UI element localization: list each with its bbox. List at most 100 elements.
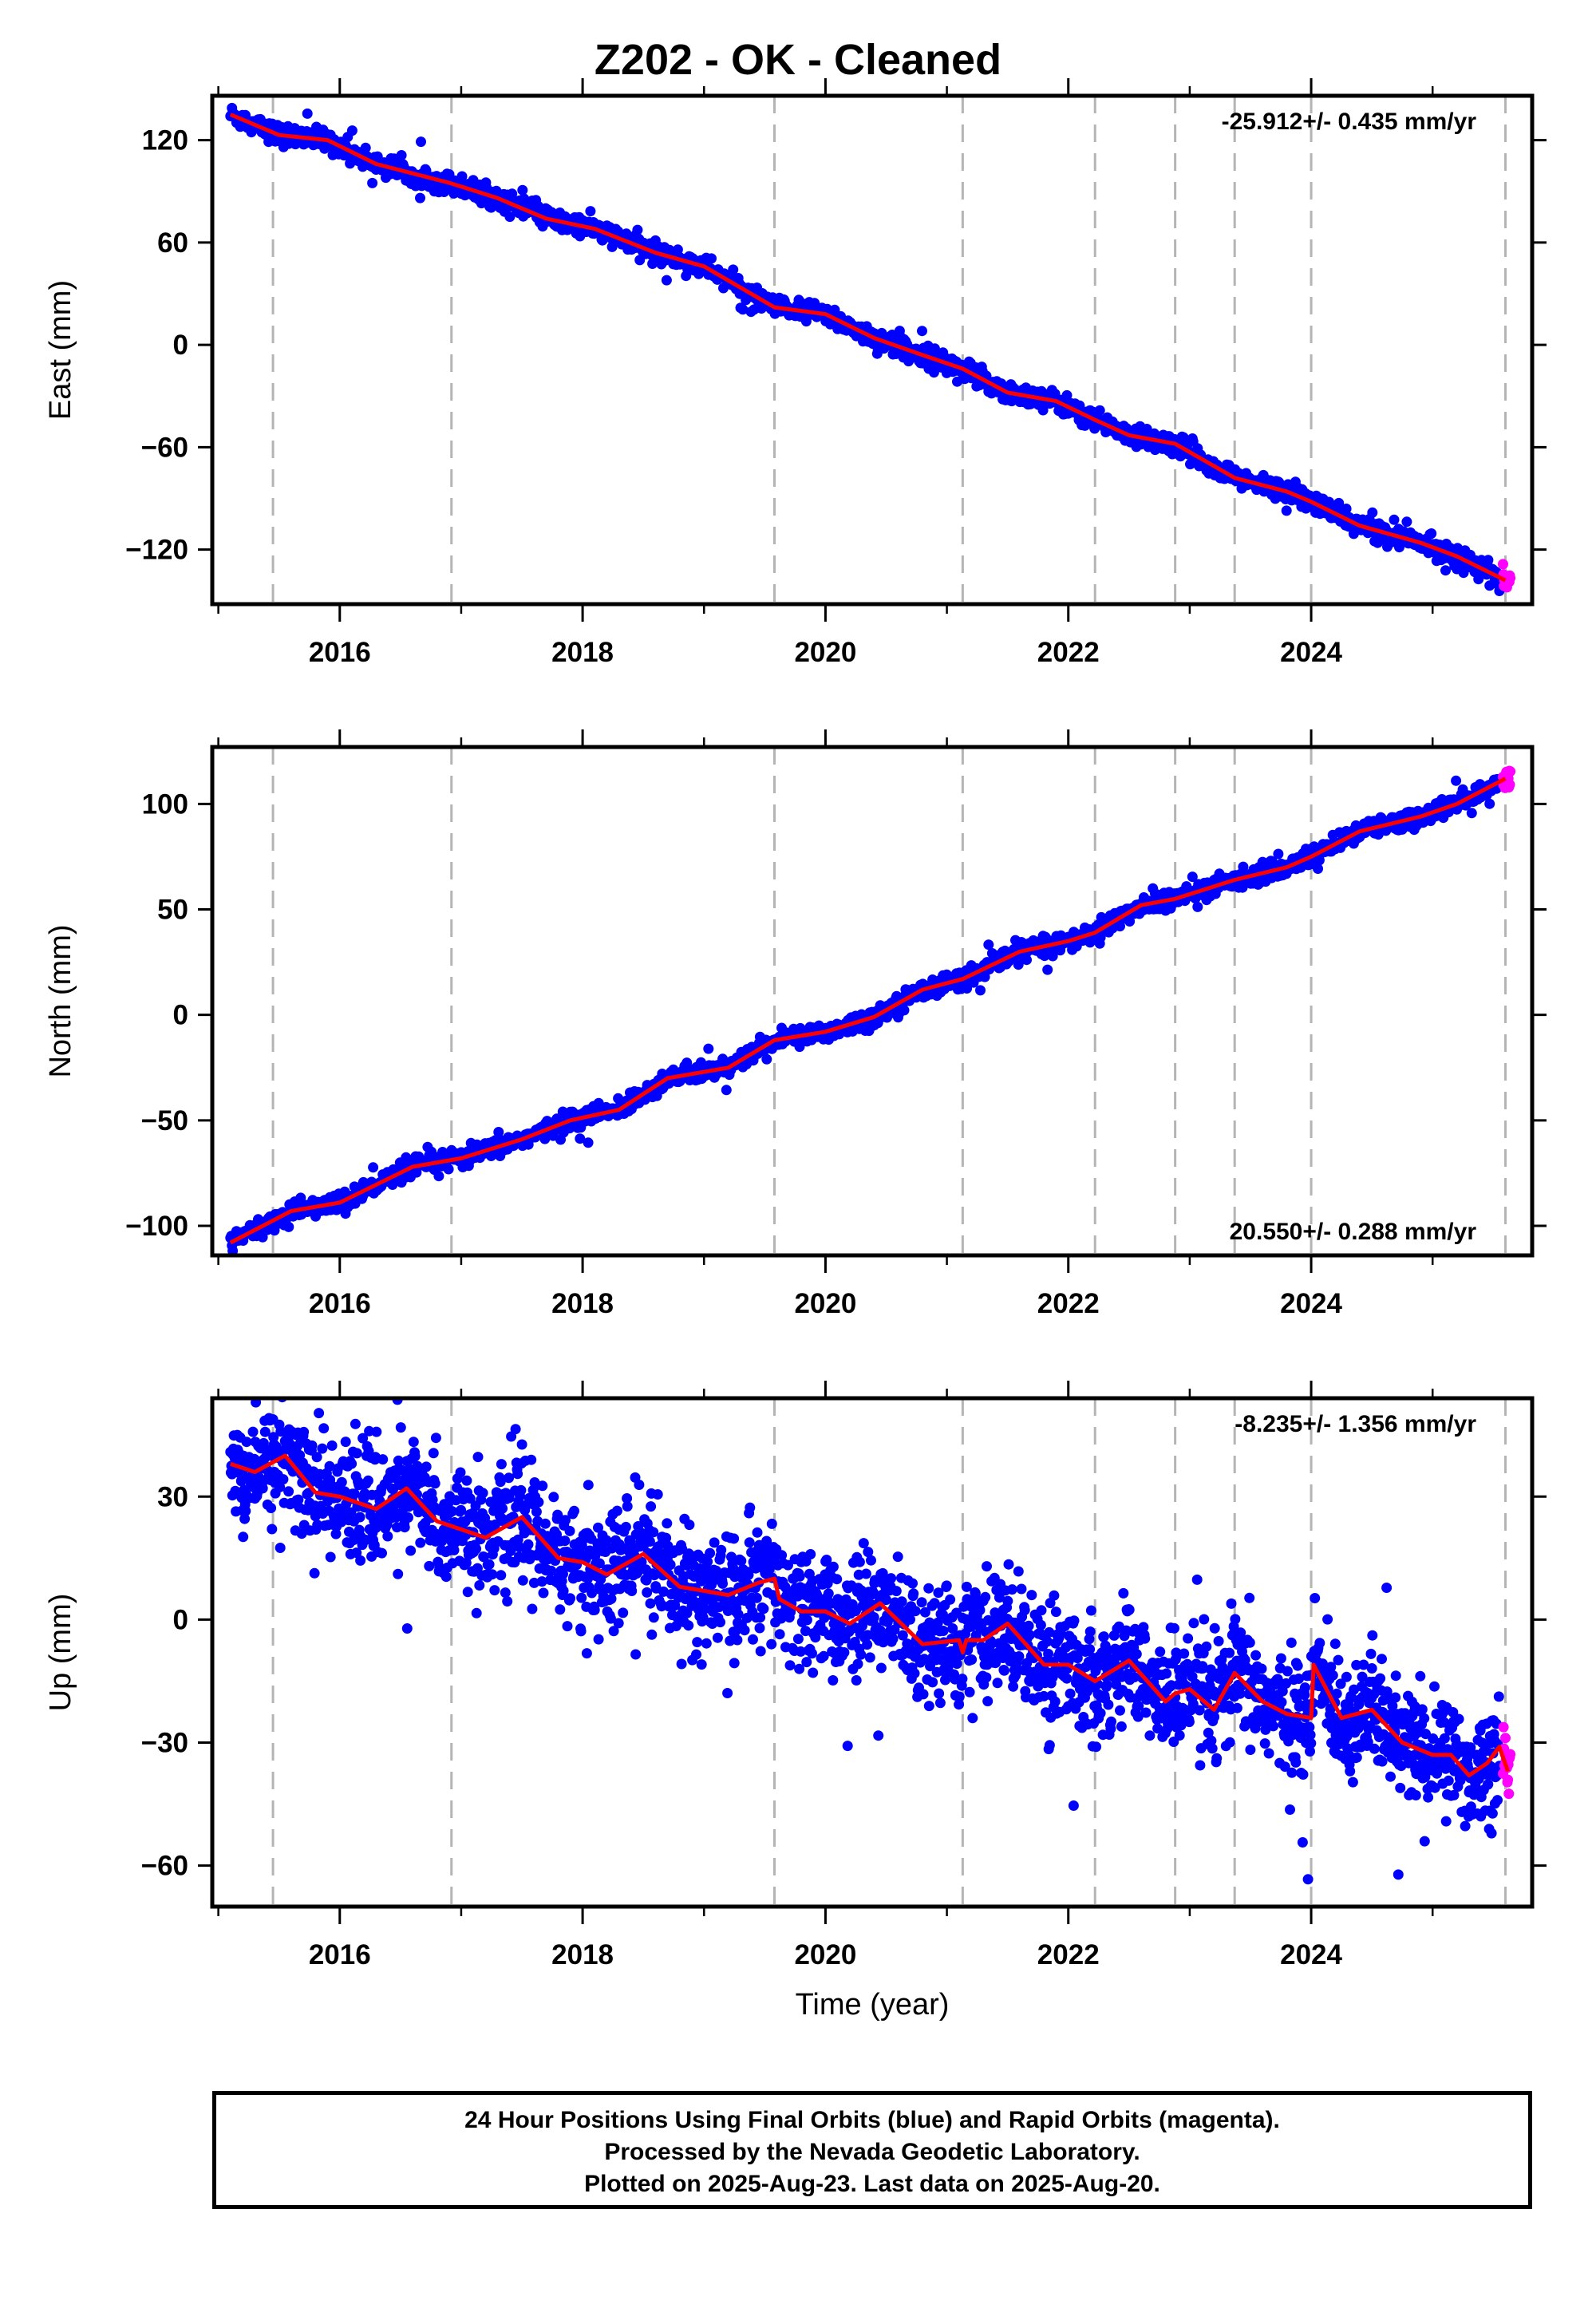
- up-point: [892, 1551, 903, 1563]
- up-point: [908, 1588, 919, 1599]
- up-point: [645, 1598, 656, 1609]
- up-point: [537, 1480, 548, 1492]
- east-point: [346, 125, 358, 136]
- up-point: [842, 1741, 853, 1752]
- up-point: [658, 1586, 669, 1597]
- east-point: [302, 108, 313, 119]
- up-point: [583, 1480, 594, 1491]
- up-point: [296, 1528, 307, 1539]
- up-point: [736, 1555, 747, 1567]
- east-y-tick-label: 0: [173, 330, 188, 361]
- east-point: [1505, 572, 1516, 583]
- up-point: [729, 1658, 740, 1669]
- up-point: [533, 1496, 544, 1508]
- east-point: [421, 165, 432, 176]
- up-point: [907, 1578, 918, 1589]
- up-point: [325, 1551, 336, 1563]
- up-point: [801, 1657, 812, 1668]
- up-point: [523, 1539, 534, 1550]
- up-point: [504, 1492, 515, 1504]
- up-point: [405, 1545, 417, 1556]
- up-point: [562, 1621, 573, 1632]
- up-point: [618, 1607, 629, 1618]
- up-point: [306, 1440, 318, 1451]
- up-point: [795, 1646, 806, 1657]
- up-point: [382, 1531, 393, 1542]
- up-point: [240, 1505, 251, 1516]
- north-point: [1451, 775, 1462, 786]
- up-point: [941, 1580, 952, 1591]
- up-point: [559, 1535, 571, 1547]
- up-point: [808, 1667, 819, 1678]
- up-point: [447, 1506, 458, 1517]
- up-point: [691, 1649, 701, 1660]
- up-point: [896, 1596, 907, 1607]
- up-point: [784, 1660, 796, 1671]
- up-point: [546, 1565, 557, 1576]
- north-x-tick-label: 2024: [1280, 1288, 1342, 1319]
- east-x-tick-label: 2022: [1037, 637, 1100, 668]
- up-point: [247, 1426, 259, 1437]
- up-point: [275, 1543, 286, 1553]
- up-point: [634, 1480, 645, 1490]
- up-point: [527, 1603, 538, 1614]
- up-point: [692, 1637, 703, 1648]
- east-point: [1367, 507, 1378, 518]
- east-point: [737, 304, 749, 315]
- north-x-tick-label: 2022: [1037, 1288, 1100, 1319]
- east-point: [1440, 565, 1451, 576]
- up-point: [868, 1612, 879, 1622]
- up-point: [766, 1518, 777, 1529]
- up-point: [766, 1638, 777, 1650]
- east-point: [661, 275, 672, 286]
- up-point: [752, 1527, 763, 1538]
- north-rate-label: 20.550+/- 0.288 mm/yr: [1230, 1219, 1477, 1245]
- up-point: [464, 1493, 476, 1504]
- east-point: [504, 211, 516, 223]
- north-x-tick-label: 2016: [309, 1288, 371, 1319]
- up-point: [336, 1476, 347, 1488]
- north-x-tick-label: 2018: [551, 1288, 614, 1319]
- up-point: [555, 1604, 566, 1615]
- up-point: [267, 1524, 278, 1535]
- up-point: [472, 1452, 484, 1463]
- up-point: [564, 1525, 575, 1536]
- up-point: [505, 1545, 516, 1556]
- up-point: [755, 1612, 766, 1623]
- up-point: [241, 1437, 252, 1448]
- east-point: [706, 253, 717, 264]
- up-point: [430, 1433, 441, 1444]
- up-point: [665, 1559, 676, 1571]
- up-point: [676, 1658, 687, 1670]
- up-point: [717, 1578, 728, 1589]
- up-point: [722, 1688, 733, 1698]
- up-point: [496, 1570, 507, 1581]
- up-point: [314, 1408, 325, 1419]
- up-point: [683, 1620, 694, 1631]
- up-point: [630, 1649, 642, 1660]
- north-point: [979, 971, 990, 982]
- east-y-tick-label: 120: [142, 125, 188, 156]
- east-point: [416, 136, 426, 148]
- up-point: [371, 1426, 382, 1437]
- up-point: [239, 1513, 251, 1524]
- up-point: [754, 1622, 765, 1634]
- up-point: [581, 1648, 592, 1659]
- up-point: [560, 1515, 571, 1526]
- up-point: [832, 1574, 843, 1585]
- up-point: [497, 1503, 508, 1514]
- up-point: [648, 1612, 659, 1623]
- north-point: [1021, 954, 1032, 966]
- up-point: [471, 1607, 482, 1618]
- up-point: [516, 1439, 527, 1450]
- up-point: [699, 1603, 710, 1614]
- up-point: [613, 1618, 624, 1629]
- east-point: [632, 224, 643, 235]
- up-point: [744, 1537, 755, 1548]
- up-point: [489, 1585, 500, 1596]
- east-point: [1281, 505, 1292, 516]
- north-point: [1504, 779, 1515, 790]
- up-point: [801, 1614, 812, 1626]
- north-point: [899, 1005, 910, 1016]
- up-point: [587, 1587, 598, 1599]
